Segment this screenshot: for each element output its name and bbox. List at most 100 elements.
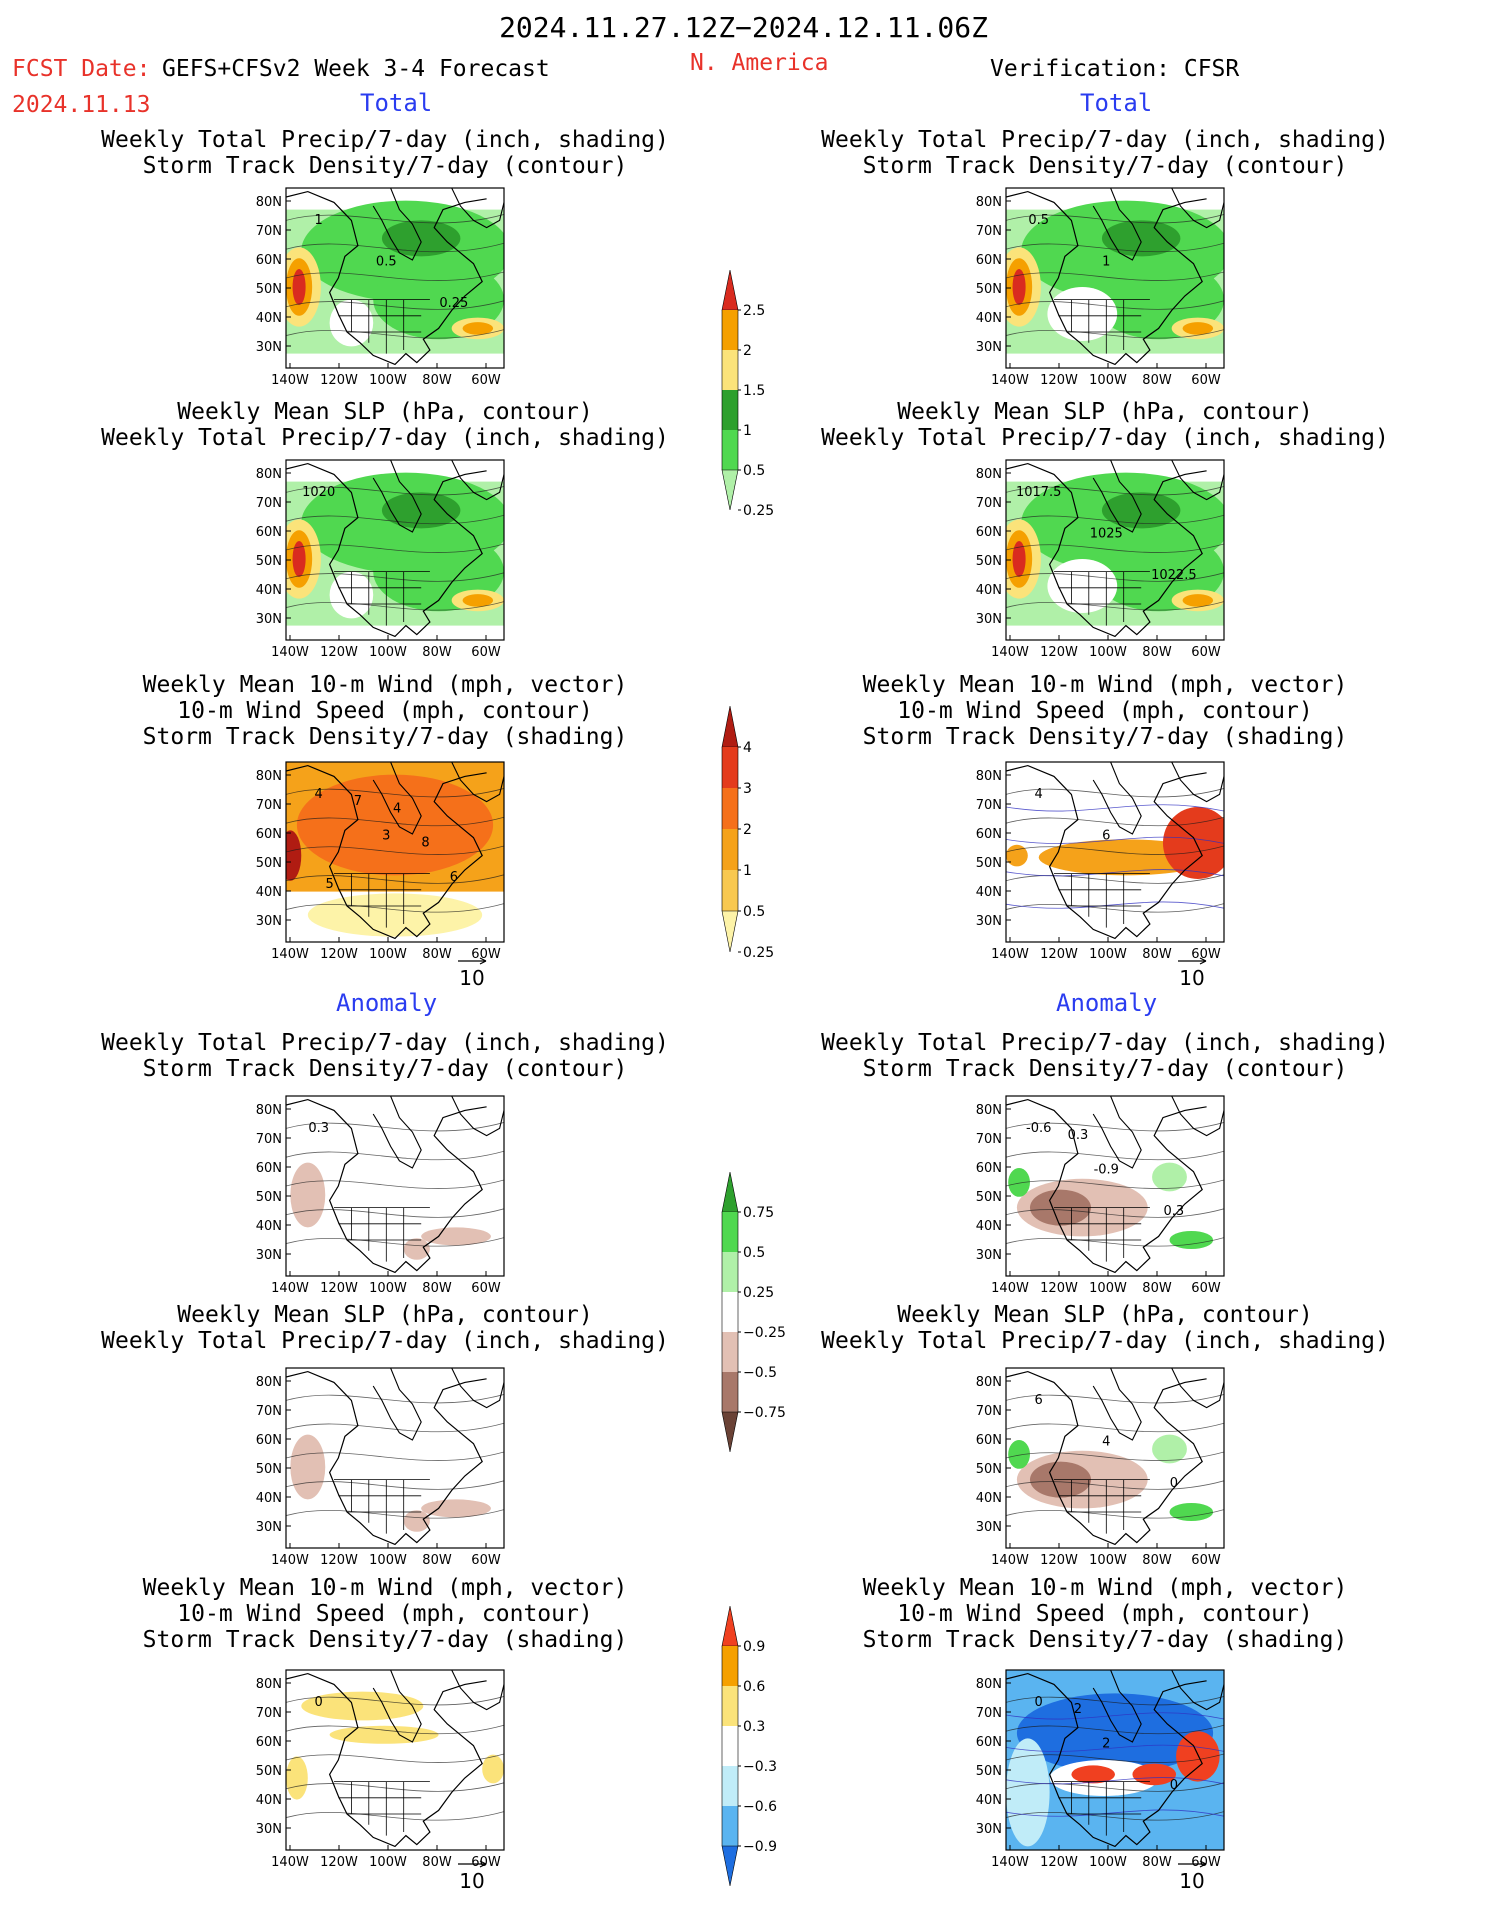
precip-coast-core: [1012, 541, 1026, 577]
contour-line: [286, 1451, 504, 1461]
colorbar-segment: [722, 1646, 738, 1686]
contour-line: [286, 271, 504, 281]
contour-line: [1006, 601, 1224, 611]
greenland-coast: [451, 460, 504, 501]
contour-line: [286, 543, 504, 553]
title-line: Weekly Mean 10-m Wind (mph, vector): [142, 1575, 628, 1601]
lon-tick-label: 140W: [991, 1281, 1029, 1296]
lat-tick-label: 40N: [256, 1491, 282, 1506]
map-frame: [1005, 1367, 1225, 1549]
lat-tick-label: 40N: [976, 1491, 1002, 1506]
vector-reference: 10: [1178, 957, 1207, 990]
lat-tick-label: 70N: [256, 224, 282, 239]
colorbar-bottom-cap: [721, 910, 739, 953]
title-line: Storm Track Density/7-day (shading): [142, 724, 628, 750]
lon-tick-label: 140W: [991, 645, 1029, 660]
lon-tick-label: 120W: [320, 373, 358, 388]
contour-line: [286, 1480, 504, 1490]
lon-tick-label: 120W: [1040, 1855, 1078, 1870]
lat-tick-label: 30N: [256, 914, 282, 929]
lat-tick-label: 30N: [976, 1248, 1002, 1263]
colorbar-label: 0.25: [743, 1285, 774, 1301]
lon-tick-label: 60W: [1191, 1855, 1221, 1870]
contour-line: [1006, 271, 1224, 281]
title-line: Weekly Total Precip/7-day (inch, shading…: [821, 127, 1389, 153]
contour-line: [286, 1696, 504, 1706]
lat-tick-label: 30N: [976, 612, 1002, 627]
lat-tick-label: 40N: [256, 1219, 282, 1234]
lat-tick-label: 70N: [256, 496, 282, 511]
colorbar-label: 0.5: [743, 904, 765, 920]
map-panel: 80N 70N 60N 50N 40N 30N 140W 120W 100W 80W 60W: [256, 1367, 505, 1568]
state-borders: [334, 299, 430, 354]
reference-value: 10: [459, 1869, 484, 1893]
lon-tick-label: 100W: [369, 645, 407, 660]
colorbar-label: 3: [743, 781, 752, 797]
lon-tick-label: 100W: [1089, 645, 1127, 660]
lat-tick-label: 80N: [976, 769, 1002, 784]
track-anom-positive: [286, 1756, 308, 1800]
lon-tick-label: 100W: [369, 1281, 407, 1296]
coastline: [1006, 1672, 1207, 1848]
coastline: [286, 190, 487, 366]
title-line: Storm Track Density/7-day (contour): [142, 153, 628, 179]
anom-dry-gulf: [403, 1510, 430, 1532]
colorbar-label: −0.75: [743, 1405, 786, 1421]
contour-line: [286, 1122, 504, 1132]
map-frame: [285, 459, 505, 641]
title-line: 10-m Wind Speed (mph, contour): [177, 698, 593, 724]
contour-label: 6: [450, 870, 458, 885]
lon-tick-label: 80W: [422, 373, 452, 388]
contour-line: [1006, 1208, 1224, 1218]
wind-vector-line: [1006, 804, 1224, 812]
vector-reference: 10: [458, 957, 487, 990]
title-line: Storm Track Density/7-day (contour): [142, 1056, 628, 1082]
title-left-anom-wind: Weekly Mean 10-m Wind (mph, vector) 10-m…: [85, 1575, 685, 1653]
reference-value: 10: [1179, 1869, 1204, 1893]
reference-arrow-head: [479, 1860, 487, 1868]
contour-line: [1006, 816, 1224, 827]
title-line: Weekly Mean SLP (hPa, contour): [897, 399, 1313, 425]
lon-tick-label: 80W: [1142, 1855, 1172, 1870]
lat-tick-label: 60N: [256, 1161, 282, 1176]
greenland-coast: [451, 1670, 504, 1711]
colorbar-segment: [722, 788, 738, 829]
contour-label: 2: [1102, 1736, 1110, 1751]
map-panel: 1 0.5 0.25 80N 70N 60N 50N 40N 30N 140W 120W 100W 80…: [256, 187, 505, 388]
title-line: Weekly Total Precip/7-day (inch, shading…: [101, 425, 669, 451]
lon-tick-label: 80W: [422, 1855, 452, 1870]
colorbar-label: −0.25: [743, 1325, 786, 1341]
track-coast: [1006, 844, 1028, 867]
lat-tick-label: 40N: [256, 583, 282, 598]
contour-line: [1006, 1150, 1224, 1161]
track-anom-positive: [1132, 1763, 1177, 1786]
greenland-coast: [451, 188, 504, 229]
lat-tick-label: 80N: [976, 467, 1002, 482]
lat-tick-label: 30N: [256, 1520, 282, 1535]
track-anom-positive: [1071, 1765, 1115, 1784]
lat-tick-label: 80N: [256, 769, 282, 784]
section-anomaly-right: Anomaly: [1056, 989, 1158, 1017]
lat-tick-label: 70N: [976, 496, 1002, 511]
contour-line: [1006, 1753, 1224, 1763]
hudson-bay-coast: [372, 1096, 422, 1169]
colorbar-label: 0.75: [743, 1205, 774, 1221]
lat-tick-label: 50N: [976, 1462, 1002, 1477]
contour-label: 4: [1035, 787, 1043, 802]
precip-atlantic-core: [462, 322, 494, 335]
lat-tick-label: 50N: [256, 1190, 282, 1205]
lat-tick-label: 60N: [976, 827, 1002, 842]
title-line: Weekly Mean SLP (hPa, contour): [897, 1302, 1313, 1328]
title-line: Storm Track Density/7-day (shading): [142, 1627, 628, 1653]
lon-tick-label: 100W: [369, 947, 407, 962]
map-panel: 6 4 0 80N 70N 60N 50N 40N 30N 140W 120W 100W 80W 60W: [976, 1367, 1225, 1568]
lon-tick-label: 100W: [1089, 373, 1127, 388]
state-borders: [1054, 1781, 1150, 1836]
lat-tick-label: 80N: [256, 1375, 282, 1390]
contour-line: [286, 816, 504, 827]
contour-line: [1006, 845, 1224, 855]
anom-wet-field: [1152, 1434, 1187, 1464]
title-line: Weekly Mean 10-m Wind (mph, vector): [862, 672, 1348, 698]
lat-tick-label: 70N: [976, 1132, 1002, 1147]
